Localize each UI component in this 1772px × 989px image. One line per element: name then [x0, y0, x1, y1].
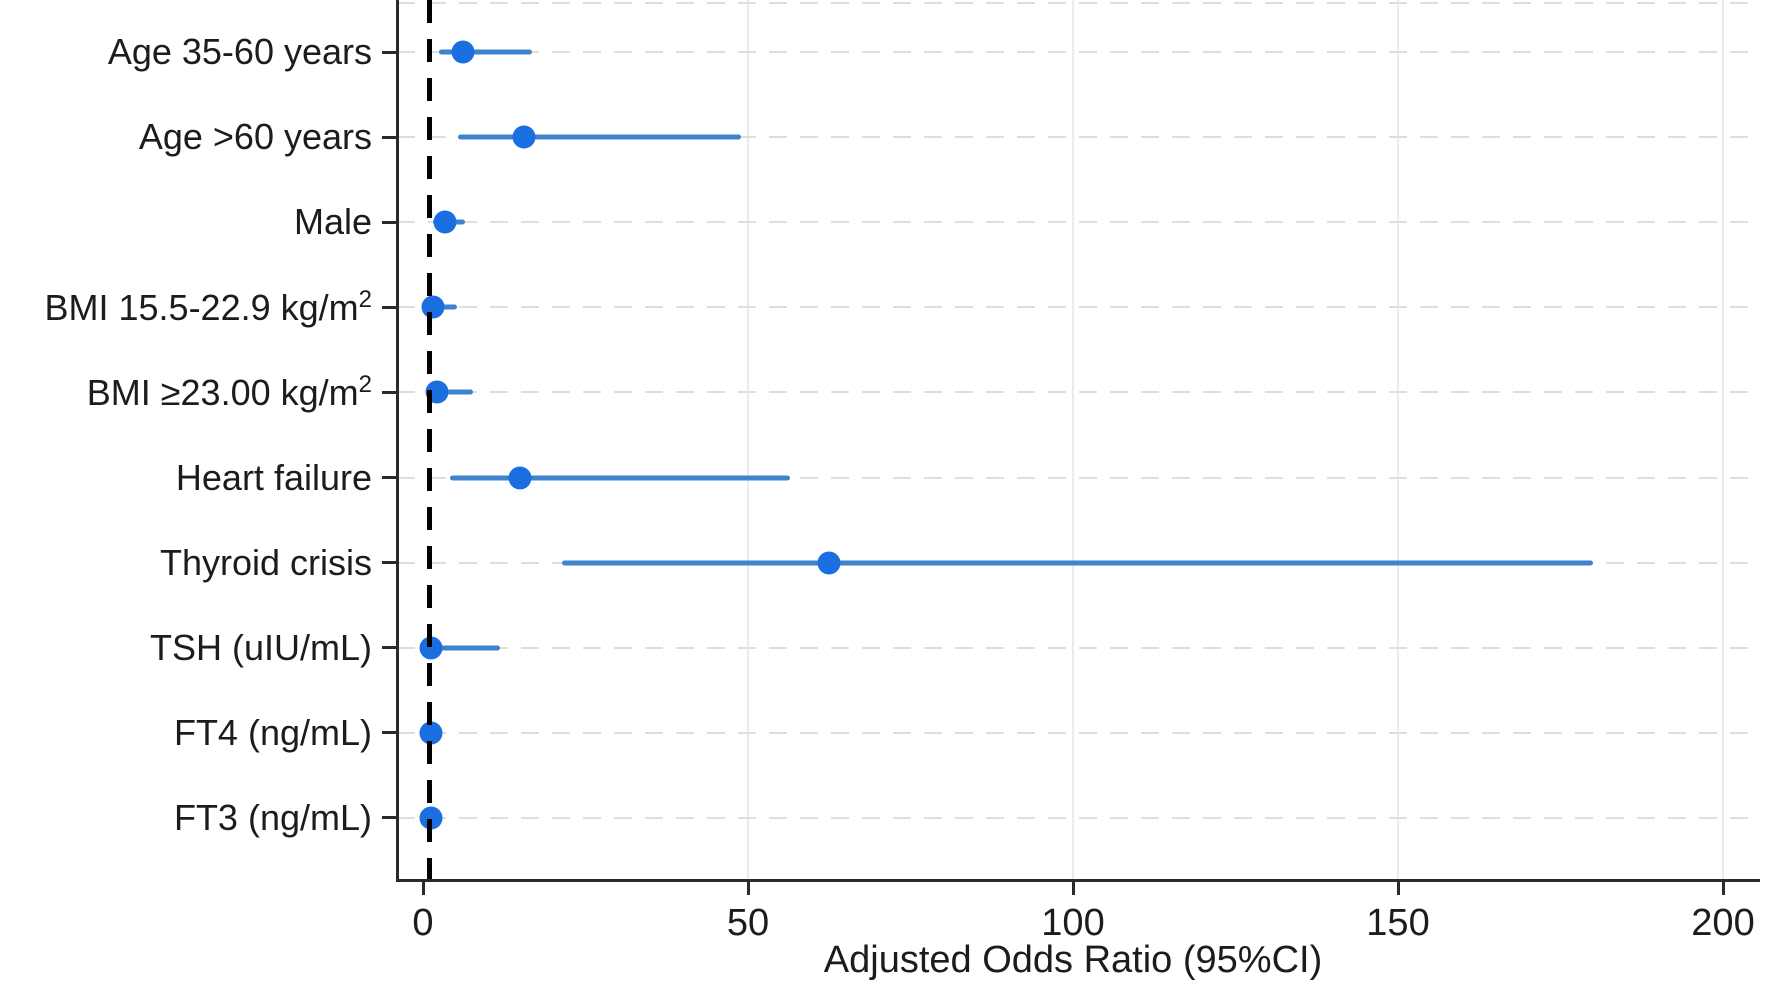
category-label: Male — [293, 201, 372, 243]
y-tick — [382, 816, 397, 820]
row-gridline — [397, 51, 1758, 53]
x-tick — [1071, 880, 1075, 895]
x-tick-label: 0 — [412, 902, 434, 944]
ci-line — [450, 475, 791, 480]
x-tick-label: 100 — [1041, 902, 1105, 944]
x-tick-label: 200 — [1691, 902, 1755, 944]
x-tick — [1396, 880, 1400, 895]
y-tick — [382, 646, 397, 650]
category-label: FT3 (ng/mL) — [173, 796, 372, 838]
row-gridline — [397, 391, 1758, 394]
y-axis-line — [395, 0, 399, 882]
category-label: Age 35-60 years — [107, 31, 372, 72]
row-gridline-cropped — [397, 2, 1758, 4]
category-label: TSH (uIU/mL) — [149, 626, 372, 668]
row-gridline — [397, 731, 1758, 734]
ci-line — [428, 389, 474, 395]
category-label: FT4 (ng/mL) — [173, 711, 372, 753]
category-label: Thyroid crisis — [159, 541, 372, 583]
y-tick — [382, 220, 397, 224]
category-label: BMI 15.5-22.9 kg/m2 — [44, 286, 373, 329]
or-marker — [421, 295, 445, 319]
category-label: Heart failure — [175, 456, 372, 498]
x-tick — [421, 880, 425, 895]
x-axis-line — [395, 878, 1760, 882]
x-tick-label: 50 — [726, 902, 770, 944]
vertical-gridline — [1397, 0, 1399, 880]
vertical-gridline — [1072, 0, 1074, 880]
x-tick — [746, 880, 750, 895]
y-tick — [382, 50, 397, 54]
ci-line — [424, 645, 500, 651]
row-gridline — [397, 136, 1758, 139]
reference-line — [427, 0, 432, 880]
y-tick — [382, 390, 397, 394]
y-tick — [382, 476, 397, 479]
row-gridline — [397, 646, 1758, 649]
y-tick — [382, 305, 397, 309]
x-tick — [1721, 880, 1725, 895]
superscript-2: 2 — [358, 286, 372, 314]
y-tick — [382, 135, 397, 139]
vertical-gridline — [1722, 0, 1724, 880]
row-gridline — [397, 306, 1758, 309]
or-marker — [451, 40, 475, 64]
category-label: Age >60 years — [138, 116, 372, 158]
or-marker — [817, 551, 841, 575]
y-tick — [382, 561, 397, 565]
ci-line — [439, 49, 533, 55]
or-marker — [512, 125, 536, 149]
x-tick-label: 150 — [1366, 902, 1430, 944]
x-axis-title: Adjusted Odds Ratio (95%CI) — [823, 939, 1323, 981]
superscript-2: 2 — [358, 371, 372, 399]
category-label: BMI ≥23.00 kg/m2 — [86, 371, 372, 414]
row-gridline — [397, 476, 1758, 479]
or-marker — [508, 466, 532, 489]
or-marker — [433, 210, 457, 234]
ci-line — [458, 134, 742, 140]
row-gridline — [397, 221, 1758, 224]
row-gridline — [397, 816, 1758, 819]
ci-line — [562, 560, 1593, 566]
vertical-gridline — [747, 0, 749, 880]
y-tick — [382, 731, 397, 735]
